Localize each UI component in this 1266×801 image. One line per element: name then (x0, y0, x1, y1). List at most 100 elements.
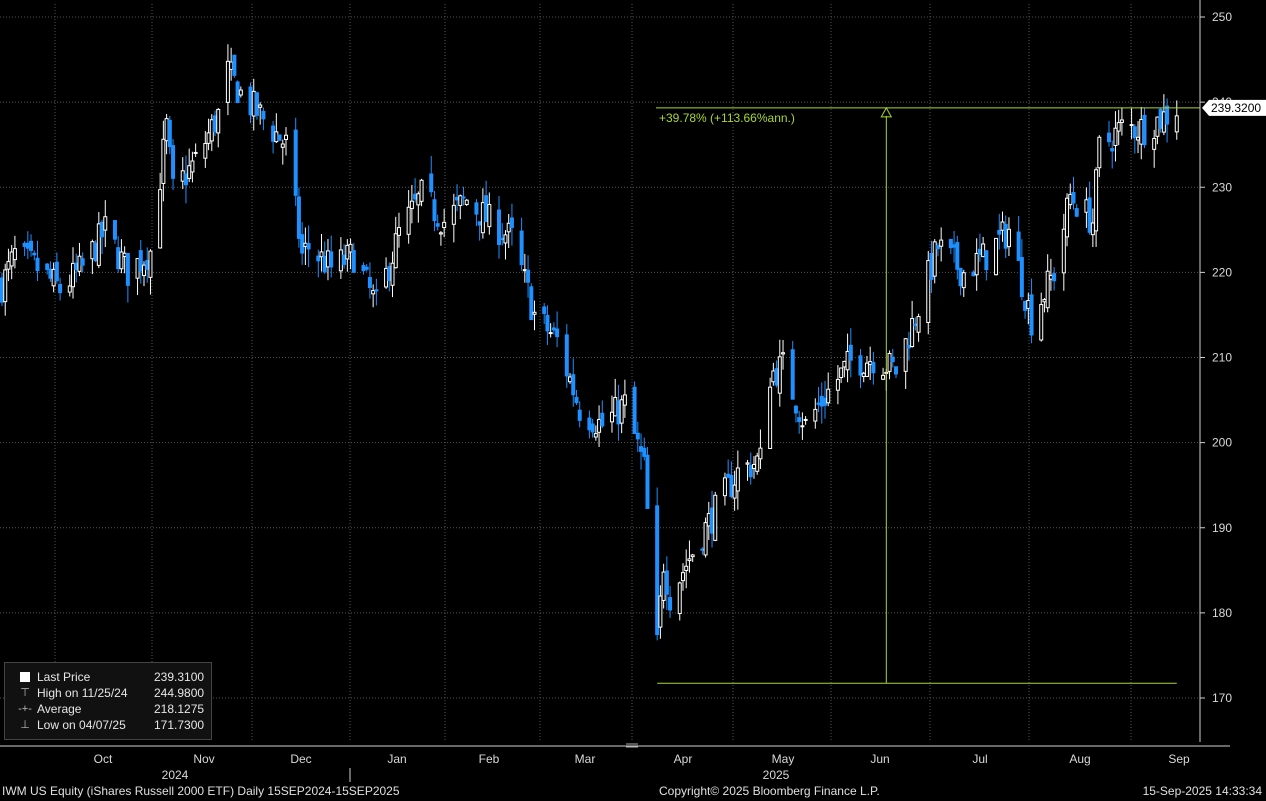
candle-body (474, 202, 479, 215)
candle-body (635, 432, 640, 440)
candle (93, 240, 98, 263)
candle-body (1023, 300, 1028, 311)
candle (306, 225, 311, 268)
candle-body (1068, 193, 1073, 206)
candle-body (532, 311, 537, 315)
candle (284, 127, 289, 156)
candle-body (913, 323, 918, 326)
candle-body (661, 571, 666, 601)
footer-copyright: Copyright© 2025 Bloomberg Finance L.P. (659, 784, 880, 798)
candle-body (687, 558, 692, 562)
candle-body (477, 221, 482, 226)
candle (597, 405, 602, 447)
candle (342, 244, 347, 269)
candle (735, 450, 740, 510)
candle-body (587, 417, 592, 431)
candle (167, 115, 172, 155)
candle-body (22, 242, 27, 247)
candle (413, 178, 418, 203)
last-price-tag-label: 239.3200 (1211, 101, 1261, 115)
candle (277, 134, 282, 141)
candle (710, 490, 715, 548)
candle-body (822, 397, 827, 406)
candle-body (700, 548, 705, 551)
y-tick-label: 190 (1212, 521, 1232, 535)
candle (545, 305, 550, 345)
candle (771, 362, 776, 386)
candle-body (593, 433, 598, 438)
candle-body (935, 245, 940, 250)
candle (664, 556, 669, 610)
candle (1029, 278, 1034, 344)
candle-body (800, 425, 805, 428)
candle (322, 241, 327, 274)
candle (319, 234, 324, 272)
candle-body (1165, 105, 1170, 125)
candle (22, 241, 27, 257)
candle-body (232, 54, 237, 76)
candle-body (503, 234, 508, 244)
candle (684, 549, 689, 589)
candle-body (500, 237, 505, 241)
candle (183, 155, 188, 204)
candle (316, 249, 321, 278)
candle-body (864, 362, 869, 377)
candle-body (1074, 208, 1079, 217)
x-tick-label: Aug (1069, 752, 1090, 766)
candle-body (1003, 223, 1008, 249)
candle-body (148, 250, 153, 278)
candle (1165, 98, 1170, 143)
candle (842, 360, 847, 378)
x-tick-label: Oct (94, 752, 113, 766)
candle (655, 487, 660, 641)
candle (461, 186, 466, 206)
candle (548, 323, 553, 338)
annotation-arrow-icon (880, 106, 893, 118)
candle-body (171, 145, 176, 179)
candle (687, 540, 692, 573)
candle-body (300, 234, 305, 254)
candle-body (480, 202, 485, 234)
candle-body (1039, 304, 1044, 341)
candle-body (1065, 197, 1070, 238)
candle-body (839, 367, 844, 379)
y-tick-label: 250 (1212, 10, 1232, 24)
y-tick-label: 180 (1212, 606, 1232, 620)
candle-body (616, 400, 621, 425)
candle (977, 233, 982, 262)
candle (574, 389, 579, 405)
legend-box: Last Price 239.3100 ⊤ High on 11/25/24 2… (4, 662, 212, 740)
candle (145, 247, 150, 283)
candle (135, 258, 140, 296)
candle (1090, 208, 1095, 248)
candle (119, 239, 124, 274)
candle (1152, 129, 1157, 168)
candle (622, 379, 627, 418)
candle-body (1155, 116, 1160, 137)
candle (225, 44, 230, 116)
candle-body (71, 262, 76, 288)
candle (526, 255, 531, 298)
candle-body (258, 104, 263, 108)
candle (587, 410, 592, 439)
candle (1019, 239, 1024, 301)
candle-body (158, 189, 163, 249)
candle-body (1139, 118, 1144, 145)
candle (216, 108, 221, 148)
annotation-label: +39.78% (+113.66%ann.) (659, 111, 795, 125)
candle (45, 263, 50, 275)
candle-body (319, 251, 324, 258)
candle-body (926, 260, 931, 323)
candle-body (96, 223, 101, 266)
candle (232, 54, 237, 78)
candle-body (939, 239, 944, 247)
candle-body (1119, 119, 1124, 123)
candle-body (735, 467, 740, 492)
high-marker-icon: ⊤ (20, 687, 30, 699)
candle (477, 221, 482, 241)
candle-body (600, 412, 605, 427)
candle-body (748, 465, 753, 478)
candle-body (487, 204, 492, 228)
candle-body (384, 268, 389, 288)
